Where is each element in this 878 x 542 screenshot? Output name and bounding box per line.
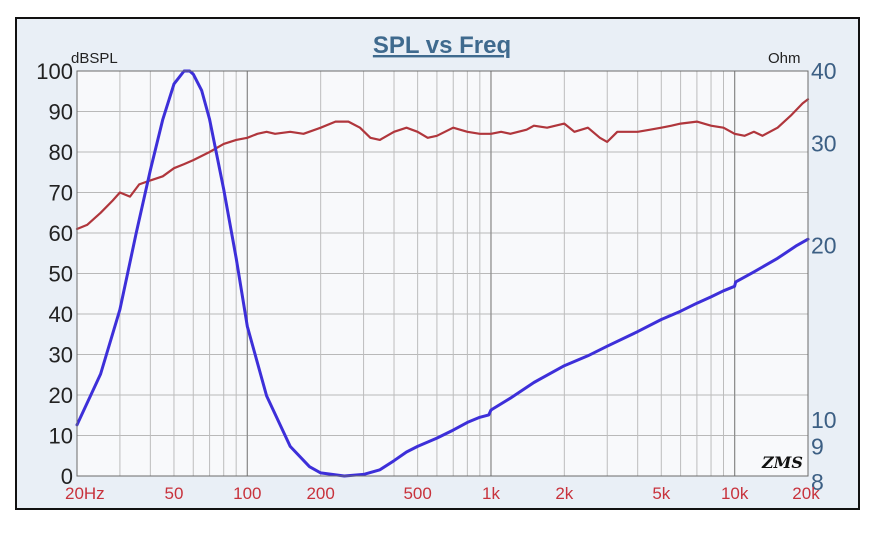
plot-border — [76, 70, 809, 477]
left-tick-label: 30 — [49, 343, 73, 368]
right-tick-label: 30 — [811, 130, 837, 156]
x-tick-label: 20Hz — [65, 484, 105, 503]
right-tick-label: 10 — [811, 407, 837, 433]
x-tick-label: 2k — [555, 484, 573, 503]
left-tick-label: 20 — [49, 383, 73, 408]
right-axis-unit: Ohm — [768, 50, 801, 67]
right-tick-label: 20 — [811, 232, 837, 258]
x-tick-label: 1k — [482, 484, 500, 503]
left-tick-label: 0 — [61, 464, 73, 489]
left-tick-label: 80 — [49, 140, 73, 165]
left-tick-label: 40 — [49, 302, 73, 327]
x-axis-ticks: 20Hz 50 100 200 500 1k 2k 5k 10k 20k — [65, 484, 820, 503]
left-tick-label: 70 — [49, 181, 73, 206]
x-tick-label: 50 — [165, 484, 184, 503]
left-tick-label: 60 — [49, 221, 73, 246]
chart-title: SPL vs Freq — [373, 32, 511, 59]
right-tick-label: 8 — [811, 469, 824, 495]
x-tick-label: 100 — [233, 484, 261, 503]
left-tick-label: 90 — [49, 100, 73, 125]
right-tick-label: 40 — [811, 58, 837, 84]
x-tick-label: 10k — [721, 484, 749, 503]
left-axis-ticks: 0 10 20 30 40 50 60 70 80 90 100 — [36, 59, 73, 489]
left-tick-label: 10 — [49, 424, 73, 449]
left-axis-unit: dBSPL — [71, 50, 118, 67]
x-tick-label: 5k — [652, 484, 670, 503]
left-tick-label: 100 — [36, 59, 73, 84]
series-line-spl — [75, 98, 810, 231]
zms-logo: ZMS — [761, 453, 803, 472]
spl-vs-freq-chart: SPL vs Freq dBSPL Ohm 0 10 20 30 40 50 60 70 80 9… — [36, 32, 837, 503]
left-tick-label: 50 — [49, 262, 73, 287]
right-tick-label: 9 — [811, 433, 824, 459]
chart-frame: SPL vs Freq dBSPL Ohm 0 10 20 30 40 50 60 70 80 9… — [15, 17, 860, 510]
right-axis-ticks: 8 910 20 30 40 — [811, 58, 837, 495]
x-tick-label: 500 — [403, 484, 431, 503]
x-tick-label: 200 — [306, 484, 334, 503]
x-tick-label: 20k — [792, 484, 820, 503]
